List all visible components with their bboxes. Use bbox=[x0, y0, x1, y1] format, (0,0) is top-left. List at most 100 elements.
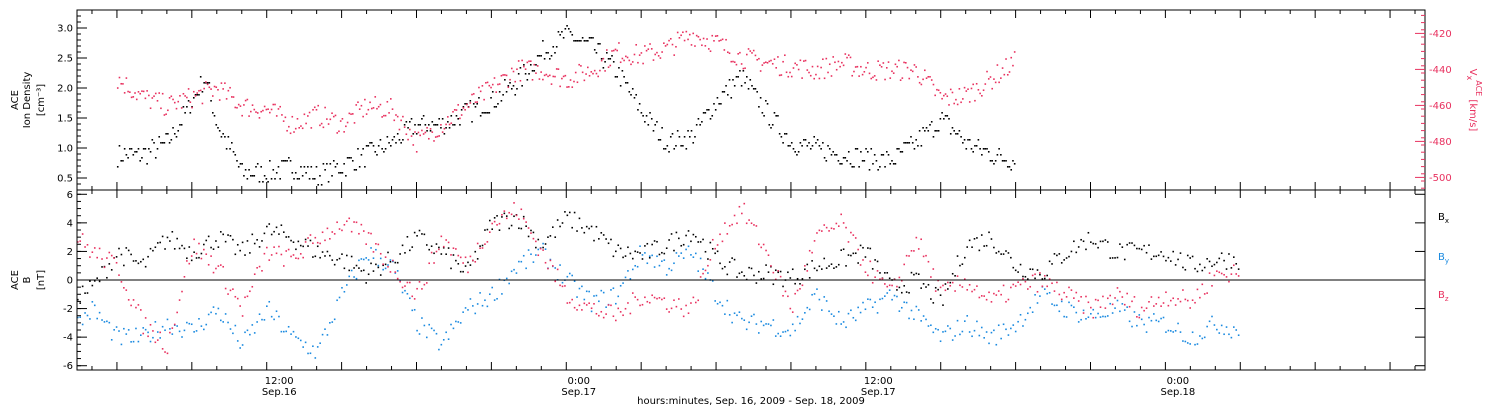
bx-point bbox=[917, 273, 920, 275]
bz-point bbox=[1007, 298, 1010, 301]
density-point bbox=[913, 148, 916, 150]
by-point bbox=[825, 300, 828, 302]
density-point bbox=[322, 163, 325, 165]
bx-point bbox=[726, 273, 729, 276]
bx-point bbox=[796, 277, 799, 280]
vx-point bbox=[996, 64, 999, 66]
bz-point bbox=[253, 273, 256, 276]
by-point bbox=[1228, 333, 1230, 336]
by-point bbox=[181, 336, 183, 338]
by-point bbox=[261, 318, 263, 321]
bz-point bbox=[891, 284, 893, 287]
bx-point bbox=[285, 236, 288, 238]
vx-point bbox=[243, 104, 245, 106]
by-point bbox=[1157, 320, 1160, 323]
bx-point bbox=[442, 246, 445, 249]
vx-point bbox=[799, 59, 802, 62]
bz-point bbox=[1000, 293, 1002, 296]
bz-point bbox=[711, 238, 714, 241]
bz-point bbox=[1111, 303, 1114, 306]
density-point bbox=[186, 106, 188, 108]
vx-point bbox=[664, 45, 667, 47]
bx-point bbox=[1213, 263, 1216, 266]
by-point bbox=[808, 308, 811, 311]
bx-point bbox=[1060, 262, 1063, 264]
bz-point bbox=[1075, 291, 1078, 294]
bz-point bbox=[176, 311, 178, 314]
density-point bbox=[384, 148, 387, 150]
density-point bbox=[688, 136, 691, 138]
density-point bbox=[357, 148, 359, 150]
density-point bbox=[749, 79, 752, 81]
bx-point bbox=[988, 231, 990, 234]
bz-point bbox=[573, 306, 576, 309]
density-point bbox=[875, 160, 878, 162]
bz-point bbox=[1046, 285, 1048, 288]
bx-point bbox=[544, 243, 547, 245]
vx-point bbox=[937, 89, 940, 92]
by-point bbox=[333, 318, 336, 321]
vx-point bbox=[327, 123, 330, 125]
bz-point bbox=[917, 248, 920, 250]
density-point bbox=[125, 154, 128, 156]
vx-point bbox=[498, 83, 501, 85]
bz-point bbox=[942, 284, 944, 287]
density-point bbox=[146, 163, 148, 165]
bx-point bbox=[244, 254, 246, 256]
by-point bbox=[663, 259, 666, 261]
vx-point bbox=[265, 108, 268, 111]
bx-point bbox=[583, 231, 586, 234]
by-point bbox=[263, 319, 266, 321]
vx-point bbox=[1003, 73, 1006, 76]
by-point bbox=[661, 260, 663, 263]
vx-point bbox=[645, 49, 648, 52]
bx-point bbox=[653, 240, 656, 242]
bz-point bbox=[135, 306, 137, 309]
vx-point bbox=[592, 72, 594, 75]
by-point bbox=[86, 314, 89, 317]
vx-point bbox=[892, 72, 895, 74]
bx-point bbox=[1230, 267, 1233, 269]
bx-point bbox=[874, 259, 876, 261]
vx-point bbox=[934, 94, 936, 97]
vx-point bbox=[450, 122, 453, 124]
vx-point bbox=[165, 113, 167, 116]
bx-point bbox=[903, 285, 906, 287]
by-point bbox=[406, 292, 409, 295]
bz-point bbox=[750, 222, 753, 225]
vx-point bbox=[932, 83, 935, 86]
bz-point bbox=[241, 315, 244, 317]
by-point bbox=[394, 272, 397, 274]
density-point bbox=[666, 145, 669, 147]
vx-point bbox=[654, 53, 657, 56]
vx-point bbox=[587, 66, 589, 69]
density-point bbox=[542, 40, 544, 42]
by-point bbox=[694, 252, 697, 255]
density-point bbox=[972, 151, 975, 153]
bx-point bbox=[721, 267, 724, 270]
by-point bbox=[520, 260, 523, 263]
bx-point bbox=[615, 250, 617, 253]
vx-point bbox=[440, 124, 442, 126]
by-point bbox=[1191, 331, 1194, 334]
bx-point bbox=[678, 237, 680, 240]
bz-point bbox=[714, 247, 716, 250]
bx-point bbox=[731, 257, 733, 259]
bx-point bbox=[1155, 255, 1158, 258]
by-point bbox=[130, 341, 132, 343]
bx-point bbox=[447, 247, 450, 249]
vx-point bbox=[735, 63, 738, 66]
bx-point bbox=[833, 267, 835, 270]
bz-point bbox=[115, 261, 118, 264]
density-point bbox=[834, 154, 836, 156]
vx-point bbox=[149, 107, 152, 110]
by-point bbox=[171, 333, 174, 335]
bz-point bbox=[1182, 289, 1184, 291]
by-point bbox=[532, 261, 535, 263]
by-point bbox=[212, 306, 215, 308]
bz-point bbox=[947, 281, 949, 284]
bz-point bbox=[440, 235, 443, 238]
bz-point bbox=[130, 304, 132, 307]
density-point bbox=[346, 157, 349, 159]
density-point bbox=[118, 145, 121, 147]
